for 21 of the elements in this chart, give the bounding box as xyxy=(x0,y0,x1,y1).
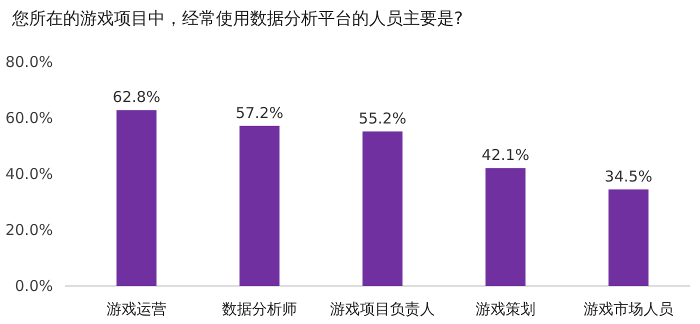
y-tick-label: 80.0% xyxy=(5,53,53,71)
data-label: 42.1% xyxy=(482,146,530,164)
y-tick-label: 0.0% xyxy=(14,277,53,295)
bar xyxy=(362,131,402,286)
x-tick-label: 游戏运营 xyxy=(106,300,166,318)
data-label: 34.5% xyxy=(604,167,652,186)
x-tick-label: 游戏项目负责人 xyxy=(330,300,435,318)
data-label: 62.8% xyxy=(112,88,160,106)
x-tick-label: 游戏市场人员 xyxy=(584,300,674,318)
chart-title: 您所在的游戏项目中，经常使用数据分析平台的人员主要是? xyxy=(11,9,464,29)
data-label: 57.2% xyxy=(236,104,284,122)
bar xyxy=(116,110,156,286)
data-label: 55.2% xyxy=(358,109,406,128)
y-tick-label: 20.0% xyxy=(5,221,53,239)
bar xyxy=(486,168,526,286)
y-tick-label: 40.0% xyxy=(5,165,53,183)
bar xyxy=(240,126,280,286)
x-tick-label: 游戏策划 xyxy=(476,300,536,318)
y-tick-label: 60.0% xyxy=(5,109,53,127)
x-tick-label: 数据分析师 xyxy=(222,300,297,318)
bar xyxy=(608,189,648,286)
